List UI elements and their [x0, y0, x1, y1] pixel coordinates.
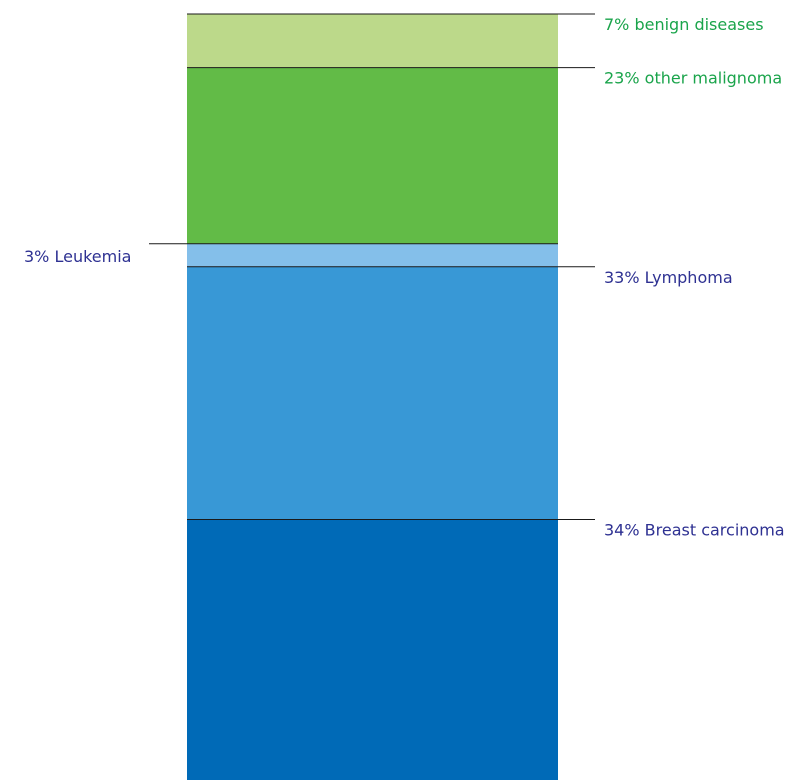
segment-label-2: 3% Leukemia: [24, 247, 131, 266]
bar-segment-2: [187, 243, 558, 267]
segment-labels: 34% Breast carcinoma 33% Lymphoma 3% Leuke…: [24, 15, 785, 540]
segment-label-0: 34% Breast carcinoma: [604, 521, 785, 540]
segment-label-4: 7% benign diseases: [604, 15, 764, 34]
bar-segment-0: [187, 519, 558, 780]
segment-label-3: 23% other malignoma: [604, 69, 782, 88]
leader-lines: [149, 13, 595, 521]
bar-segment-1: [187, 266, 558, 520]
segment-label-1: 33% Lymphoma: [604, 268, 733, 287]
bar-segments: [187, 14, 558, 780]
bar-segment-4: [187, 14, 558, 68]
bar-segment-3: [187, 67, 558, 244]
